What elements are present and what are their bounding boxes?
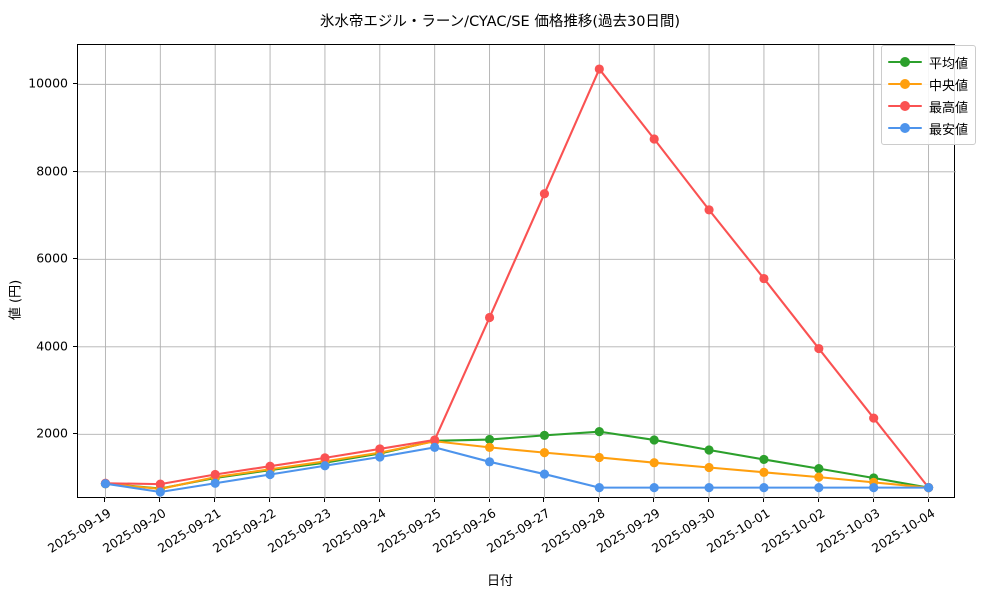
- data-point-marker: [923, 483, 934, 493]
- data-point-marker: [814, 483, 824, 493]
- data-point-marker: [265, 461, 275, 471]
- x-axis-tick-mark: [269, 498, 271, 502]
- x-axis-tick-mark: [653, 498, 655, 502]
- x-axis-label: 日付: [486, 574, 513, 589]
- legend-label: 最高値: [929, 100, 969, 116]
- series-line: [104, 446, 930, 494]
- data-point-marker: [375, 444, 385, 454]
- y-axis-tick-mark: [73, 433, 77, 435]
- legend-item[interactable]: 平均値: [888, 51, 968, 73]
- legend-label: 最安値: [929, 122, 969, 138]
- data-point-marker: [484, 312, 495, 323]
- x-axis-tick-mark: [433, 498, 435, 502]
- x-axis-tick-mark: [378, 498, 380, 502]
- plot-area: [77, 44, 956, 499]
- data-point-marker: [155, 479, 165, 489]
- data-point-marker: [539, 448, 550, 458]
- y-axis-tick-label: 2000: [36, 425, 68, 441]
- data-point-marker: [814, 464, 824, 474]
- data-point-marker: [375, 452, 385, 462]
- x-axis-tick-mark: [872, 498, 874, 502]
- data-point-marker: [539, 469, 550, 479]
- x-axis-tick-mark: [543, 498, 545, 502]
- data-point-marker: [484, 434, 495, 445]
- data-point-marker: [594, 64, 604, 74]
- y-axis-tick-label: 8000: [36, 163, 68, 179]
- x-axis-tick-mark: [927, 498, 929, 502]
- data-point-marker: [210, 478, 220, 488]
- data-point-marker: [594, 452, 604, 463]
- x-axis-tick-mark: [708, 498, 710, 502]
- data-point-marker: [704, 483, 714, 493]
- legend-label: 平均値: [929, 56, 969, 72]
- data-point-marker: [649, 134, 659, 144]
- data-point-marker: [484, 442, 495, 452]
- legend-line-marker-icon: [888, 77, 922, 91]
- data-point-marker: [430, 435, 440, 445]
- y-axis-tick-mark: [73, 345, 77, 347]
- data-point-marker: [649, 435, 659, 445]
- data-point-marker: [430, 442, 440, 452]
- chart-legend: 平均値中央値最高値最安値: [881, 45, 977, 145]
- data-point-marker: [814, 343, 824, 354]
- series-line: [104, 68, 930, 489]
- data-point-marker: [539, 430, 550, 440]
- y-axis-tick-mark: [73, 83, 77, 85]
- x-axis-tick-mark: [762, 498, 764, 502]
- data-point-marker: [265, 469, 275, 480]
- data-point-marker: [649, 458, 659, 468]
- y-axis-tick-mark: [73, 170, 77, 172]
- data-point-marker: [759, 454, 769, 465]
- data-point-marker: [594, 427, 604, 437]
- x-axis-tick-mark: [488, 498, 490, 502]
- data-point-marker: [484, 457, 495, 467]
- data-point-marker: [759, 273, 769, 284]
- x-axis-tick-mark: [323, 498, 325, 502]
- y-axis-tick-label: 4000: [36, 338, 68, 354]
- data-point-marker: [704, 445, 714, 455]
- series-line: [104, 430, 930, 490]
- series-line: [104, 440, 930, 490]
- chart-title: 氷水帝エジル・ラーン/CYAC/SE 価格推移(過去30日間): [319, 14, 681, 30]
- plot-lines: [78, 45, 956, 499]
- legend-label: 中央値: [929, 78, 969, 94]
- data-point-marker: [594, 483, 604, 493]
- y-axis-tick-label: 6000: [36, 250, 68, 266]
- data-point-marker: [210, 469, 220, 480]
- legend-item[interactable]: 最安値: [888, 117, 968, 139]
- x-axis-tick-mark: [159, 498, 161, 502]
- data-point-marker: [704, 462, 714, 473]
- data-point-marker: [155, 487, 165, 497]
- y-axis-tick-label: 10000: [28, 75, 68, 91]
- data-point-marker: [869, 483, 879, 493]
- data-point-marker: [869, 413, 879, 423]
- data-point-marker: [100, 479, 111, 489]
- x-axis-tick-mark: [214, 498, 216, 502]
- x-axis-tick-mark: [817, 498, 819, 502]
- y-axis-tick-mark: [73, 258, 77, 260]
- legend-item[interactable]: 最高値: [888, 95, 968, 117]
- data-point-marker: [320, 453, 330, 463]
- data-point-marker: [539, 189, 550, 199]
- data-point-marker: [320, 461, 330, 471]
- legend-item[interactable]: 中央値: [888, 73, 968, 95]
- data-point-marker: [814, 472, 824, 482]
- legend-line-marker-icon: [888, 121, 922, 135]
- y-axis-label: 値 (円): [8, 279, 24, 321]
- x-axis-tick-mark: [598, 498, 600, 502]
- data-point-marker: [649, 483, 659, 493]
- data-point-marker: [704, 205, 714, 215]
- legend-line-marker-icon: [888, 99, 922, 113]
- x-axis-tick-mark: [104, 498, 106, 502]
- legend-line-marker-icon: [888, 55, 922, 69]
- data-point-marker: [759, 467, 769, 477]
- data-point-marker: [759, 483, 769, 493]
